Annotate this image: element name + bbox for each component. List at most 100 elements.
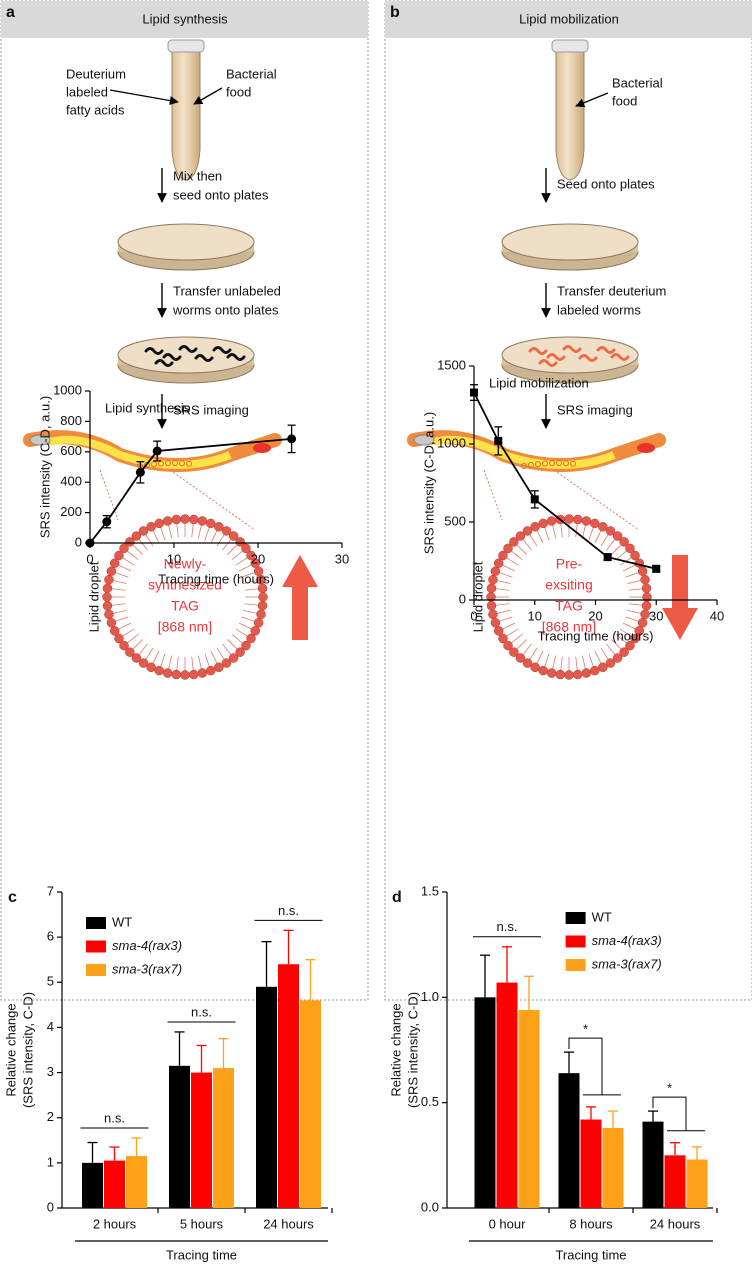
significance-label: * xyxy=(667,1081,672,1096)
lipid-head xyxy=(171,669,182,680)
x-tick-label: 30 xyxy=(335,551,349,566)
y-tick-label: 7 xyxy=(47,883,54,898)
lipid-tail xyxy=(506,557,519,566)
lipid-tail xyxy=(516,639,527,650)
lipid-tail xyxy=(238,622,252,630)
worm-lipid xyxy=(186,460,192,467)
tube-label: Bacterial xyxy=(226,66,277,81)
worm-small xyxy=(162,353,182,361)
lipid-head xyxy=(188,514,199,525)
legend-label: sma-3(rax7) xyxy=(112,961,182,976)
worm-lipid xyxy=(549,460,555,467)
lipid-tail xyxy=(627,580,642,585)
step-label: Seed onto plates xyxy=(557,176,655,191)
x-tick-label: 10 xyxy=(167,551,181,566)
x-tick-label: 0 xyxy=(470,608,477,623)
worm-lipid xyxy=(556,460,562,467)
data-point xyxy=(494,436,503,445)
worm-lipid xyxy=(535,461,541,468)
x-tick-label: 24 hours xyxy=(650,1216,701,1231)
tube-label: labeled xyxy=(66,84,108,99)
lipid-tail xyxy=(111,603,126,606)
bar xyxy=(82,1162,103,1208)
lipid-tail xyxy=(622,622,636,630)
worm-small xyxy=(546,353,566,361)
lipid-tail xyxy=(510,634,523,644)
x-tick-label: 20 xyxy=(251,551,265,566)
lipid-tail xyxy=(132,544,143,555)
bar xyxy=(558,1073,580,1208)
lipid-head xyxy=(625,543,635,554)
panel-letter: b xyxy=(390,4,400,21)
bar xyxy=(126,1156,147,1208)
legend-label: WT xyxy=(592,909,612,924)
lipid-tail xyxy=(204,527,210,541)
panel-header xyxy=(1,1,368,38)
y-axis-label: Relative change xyxy=(3,1003,18,1096)
lipid-head xyxy=(619,647,629,657)
lipid-tail xyxy=(560,523,563,538)
lipid-tail xyxy=(600,534,609,547)
lipid-tail xyxy=(575,523,578,538)
lipid-tail xyxy=(625,572,639,578)
lipid-head xyxy=(257,600,268,611)
lipid-tail xyxy=(160,527,166,541)
y-tick-label: 0 xyxy=(47,1199,54,1214)
lipid-head xyxy=(572,669,583,680)
lipid-tail xyxy=(496,580,511,585)
lipid-tail xyxy=(244,588,259,591)
lipid-head xyxy=(138,658,149,668)
worm-gut xyxy=(432,435,616,469)
y-tick-label: 1000 xyxy=(53,382,82,397)
lipid-tail xyxy=(611,544,622,555)
lipid-head xyxy=(630,550,640,561)
data-point xyxy=(287,434,297,444)
lipid-head xyxy=(490,618,501,628)
worm-small xyxy=(178,345,198,353)
plate-top xyxy=(117,336,255,374)
step-label: worms onto plates xyxy=(172,302,279,317)
lipid-tail xyxy=(575,656,578,671)
lipid-tail xyxy=(499,616,513,622)
worm-tail xyxy=(253,443,271,453)
lipid-head xyxy=(197,668,208,678)
lipid-head xyxy=(640,574,650,585)
step-label: Transfer unlabeled xyxy=(173,283,281,298)
droplet-text: TAG xyxy=(171,598,199,614)
y-tick-label: 1000 xyxy=(437,435,466,450)
lipid-head xyxy=(154,665,164,676)
lipid-tail xyxy=(495,603,510,606)
bar xyxy=(642,1121,664,1208)
legend-label: sma-3(rax7) xyxy=(592,956,662,971)
lipid-head xyxy=(119,640,129,651)
worm-head xyxy=(413,434,435,446)
significance-bracket xyxy=(652,1096,687,1131)
legend-swatch xyxy=(565,912,586,924)
panel-border xyxy=(384,0,752,1001)
lipid-tail xyxy=(118,622,132,630)
lipid-tail xyxy=(111,588,126,591)
lipid-head xyxy=(104,609,114,620)
droplet-text: Pre- xyxy=(556,556,583,572)
lipid-tail xyxy=(619,628,632,637)
lipid-head xyxy=(180,670,190,680)
zoom-line xyxy=(99,469,119,521)
x-tick-label: 2 hours xyxy=(93,1216,137,1231)
lipid-head xyxy=(109,558,120,568)
data-point xyxy=(530,495,539,504)
tube xyxy=(555,51,585,181)
lipid-head xyxy=(235,647,245,657)
bar xyxy=(300,1000,321,1208)
significance-label: n.s. xyxy=(191,1004,212,1019)
lipid-head xyxy=(509,537,519,547)
tube-label: Deuterium xyxy=(66,66,126,81)
lipid-tail xyxy=(126,550,139,560)
lipid-tail xyxy=(231,634,244,644)
legend-swatch xyxy=(86,964,106,976)
droplet-text: [868 nm] xyxy=(542,619,596,635)
lipid-head xyxy=(258,592,268,602)
lipid-head xyxy=(637,566,648,576)
plate-top xyxy=(501,336,639,374)
lipid-head xyxy=(486,600,497,611)
